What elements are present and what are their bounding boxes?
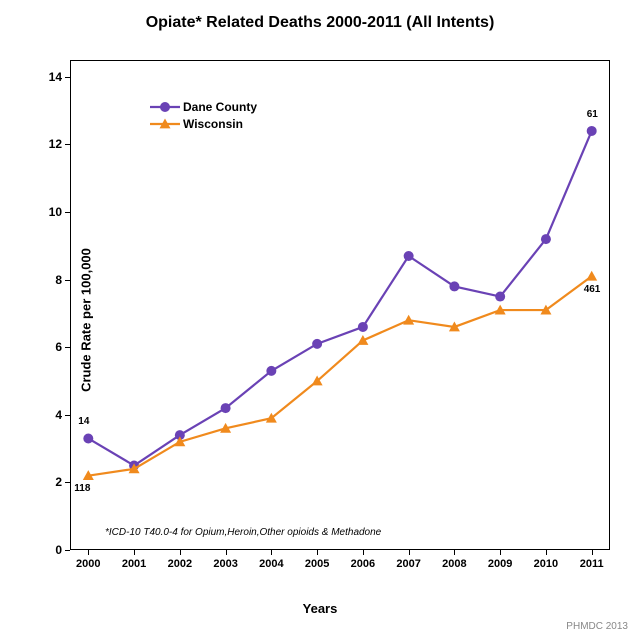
chart-container: Opiate* Related Deaths 2000-2011 (All In… <box>0 0 640 640</box>
x-tick <box>409 550 410 555</box>
triangle-marker-icon <box>150 117 180 131</box>
plot-area: 0246810121420002001200220032004200520062… <box>70 60 610 550</box>
y-tick <box>65 144 70 145</box>
footnote: *ICD-10 T40.0-4 for Opium,Heroin,Other o… <box>105 527 381 538</box>
x-axis-label: Years <box>0 601 640 616</box>
y-tick <box>65 280 70 281</box>
x-tick-label: 2003 <box>213 558 237 570</box>
x-tick-label: 2009 <box>488 558 512 570</box>
y-tick <box>65 482 70 483</box>
x-tick-label: 2010 <box>534 558 558 570</box>
legend: Dane County Wisconsin <box>150 98 257 132</box>
chart-svg <box>70 60 610 550</box>
x-tick-label: 2011 <box>580 558 604 570</box>
legend-label: Dane County <box>183 100 257 114</box>
y-tick <box>65 550 70 551</box>
x-tick <box>317 550 318 555</box>
chart-title: Opiate* Related Deaths 2000-2011 (All In… <box>0 14 640 32</box>
x-tick <box>226 550 227 555</box>
x-tick <box>134 550 135 555</box>
x-tick <box>180 550 181 555</box>
x-tick-label: 2006 <box>351 558 375 570</box>
x-tick-label: 2008 <box>442 558 466 570</box>
y-tick-label: 6 <box>55 340 62 354</box>
y-tick-label: 0 <box>55 543 62 557</box>
series-0-start-label: 14 <box>78 416 89 427</box>
x-tick-label: 2007 <box>396 558 420 570</box>
series-1-start-label: 118 <box>74 483 90 494</box>
x-tick <box>271 550 272 555</box>
y-tick-label: 12 <box>49 137 62 151</box>
y-tick-label: 4 <box>55 408 62 422</box>
series-0-end-label: 61 <box>587 109 598 120</box>
x-tick <box>592 550 593 555</box>
x-tick <box>546 550 547 555</box>
y-tick-label: 8 <box>55 273 62 287</box>
y-tick-label: 10 <box>49 205 62 219</box>
legend-item: Wisconsin <box>150 115 257 132</box>
y-tick <box>65 347 70 348</box>
legend-label: Wisconsin <box>183 117 243 131</box>
x-tick <box>88 550 89 555</box>
y-tick <box>65 77 70 78</box>
x-tick-label: 2004 <box>259 558 283 570</box>
x-tick-label: 2002 <box>168 558 192 570</box>
series-1-end-label: 461 <box>584 284 601 295</box>
x-tick <box>454 550 455 555</box>
legend-item: Dane County <box>150 98 257 115</box>
source-attribution: PHMDC 2013 <box>566 621 628 632</box>
y-tick-label: 2 <box>55 475 62 489</box>
y-tick <box>65 212 70 213</box>
x-tick <box>500 550 501 555</box>
circle-marker-icon <box>150 100 180 114</box>
x-tick-label: 2000 <box>76 558 100 570</box>
y-tick-label: 14 <box>49 70 62 84</box>
x-tick-label: 2005 <box>305 558 329 570</box>
x-tick <box>363 550 364 555</box>
y-tick <box>65 415 70 416</box>
x-tick-label: 2001 <box>122 558 146 570</box>
